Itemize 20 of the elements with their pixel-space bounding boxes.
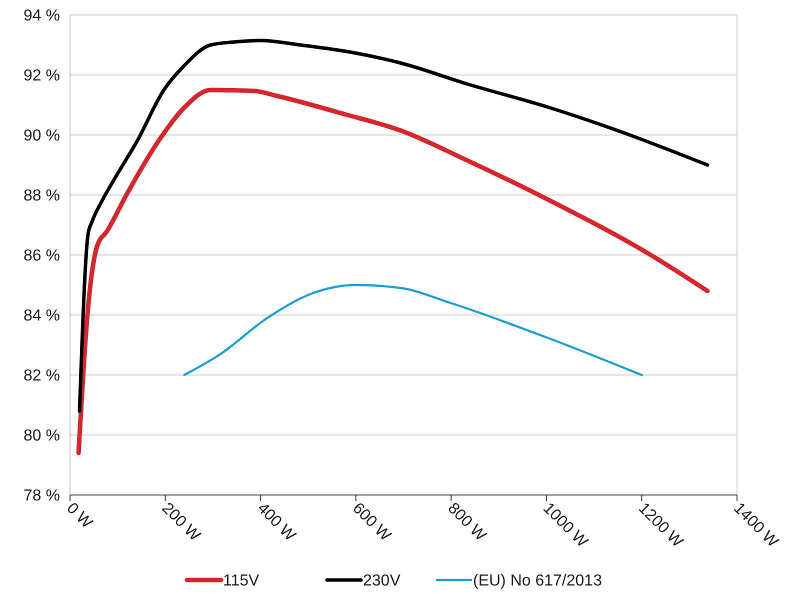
x-tick-label: 0 W	[63, 500, 96, 533]
y-tick-label: 82 %	[24, 368, 60, 385]
line-series	[183, 284, 643, 376]
y-tick-label: 86 %	[24, 248, 60, 265]
x-tick-label: 200 W	[158, 500, 204, 546]
x-tick-label: 800 W	[444, 500, 490, 546]
legend-label: 115V	[223, 572, 260, 590]
x-tick-label: 400 W	[254, 500, 300, 546]
y-tick-label: 92 %	[24, 68, 60, 85]
y-tick-label: 80 %	[24, 428, 60, 445]
y-tick-label: 94 %	[24, 8, 60, 25]
y-tick-label: 90 %	[24, 128, 60, 145]
y-tick-label: 78 %	[24, 488, 60, 505]
legend-label: 230V	[363, 572, 401, 590]
x-tick-label: 600 W	[349, 500, 394, 546]
line-series	[76, 88, 710, 456]
y-tick-label: 84 %	[24, 308, 60, 325]
y-tick-label: 88 %	[24, 188, 60, 205]
line-series	[78, 38, 710, 413]
legend-label: (EU) No 617/2013	[473, 572, 602, 590]
